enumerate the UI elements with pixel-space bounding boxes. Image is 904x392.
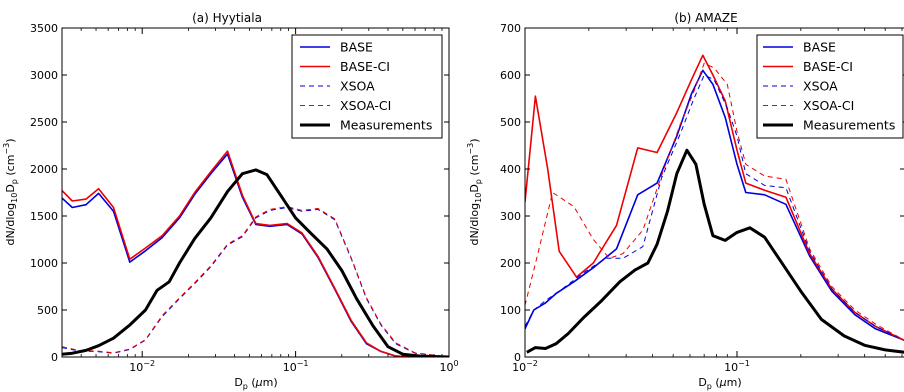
x-tick-label: 10−2 [512,359,538,374]
y-tick-label: 1000 [30,257,58,270]
y-tick-label: 0 [51,351,58,364]
legend-label-xsoa-ci: XSOA-CI [803,98,854,113]
chart-title: (a) Hyytiala [192,11,262,25]
x-tick-label: 10−2 [129,359,155,374]
series-line-base [525,69,904,342]
y-tick-label: 300 [500,210,521,223]
series-line-base-ci [525,54,904,342]
y-tick-label: 400 [500,163,521,176]
legend-label-base: BASE [340,40,373,55]
series-line-xsoa [525,74,904,341]
y-tick-label: 600 [500,69,521,82]
legend-label-xsoa: XSOA [803,79,838,94]
legend-label-xsoa-ci: XSOA-CI [340,98,391,113]
ticks-layer: 0 500 1000 1500 2000 2500 3000 3500 10−2 10−1 100 [30,22,459,374]
series-layer [525,54,904,354]
legend-label-measurements: Measurements [803,118,895,133]
y-tick-label: 700 [500,22,521,35]
series-line-base-ci [62,150,449,357]
y-tick-label: 0 [514,351,521,364]
x-tick-label: 100 [439,359,458,374]
x-axis-label: Dp (μm) [234,376,277,391]
x-tick-label: 10−1 [283,359,309,374]
plot-frame [61,27,450,358]
y-axis-label: dN/dlog10Dp (cm−3) [2,138,19,245]
x-axis-label: Dp (μm) [698,376,741,391]
series-line-xsoa-ci [62,206,449,357]
series-line-measurements [62,168,449,357]
legend-label-xsoa: XSOA [340,79,375,94]
legend: BASE BASE-CI XSOA XSOA-CI Measurements [756,34,904,139]
y-axis-label: dN/dlog10Dp (cm−3) [466,138,483,245]
legend-label-base-ci: BASE-CI [340,59,390,74]
panel-amaze: (b) AMAZE 0 100 200 300 400 500 600 700 10−2 10−1… [466,11,904,391]
legend: BASE BASE-CI XSOA XSOA-CI Measurements [291,34,443,139]
series-line-base [62,153,449,357]
series-line-xsoa-ci [525,62,904,341]
chart-title: (b) AMAZE [674,11,737,25]
y-tick-label: 2000 [30,163,58,176]
series-layer [62,150,449,357]
plot-frame [524,27,904,358]
series-line-measurements [526,148,904,354]
y-tick-label: 2500 [30,116,58,129]
y-tick-label: 500 [37,304,58,317]
y-tick-label: 3500 [30,22,58,35]
legend-box [291,34,443,139]
y-tick-label: 200 [500,257,521,270]
y-tick-label: 3000 [30,69,58,82]
x-tick-label: 10−1 [724,359,750,374]
legend-label-measurements: Measurements [340,118,432,133]
y-tick-label: 1500 [30,210,58,223]
y-tick-label: 500 [500,116,521,129]
panel-hyytiala: (a) Hyytiala 0 500 1000 1500 2000 2500 3000 350… [2,11,459,391]
legend-label-base: BASE [803,40,836,55]
y-tick-label: 100 [500,304,521,317]
legend-label-base-ci: BASE-CI [803,59,853,74]
